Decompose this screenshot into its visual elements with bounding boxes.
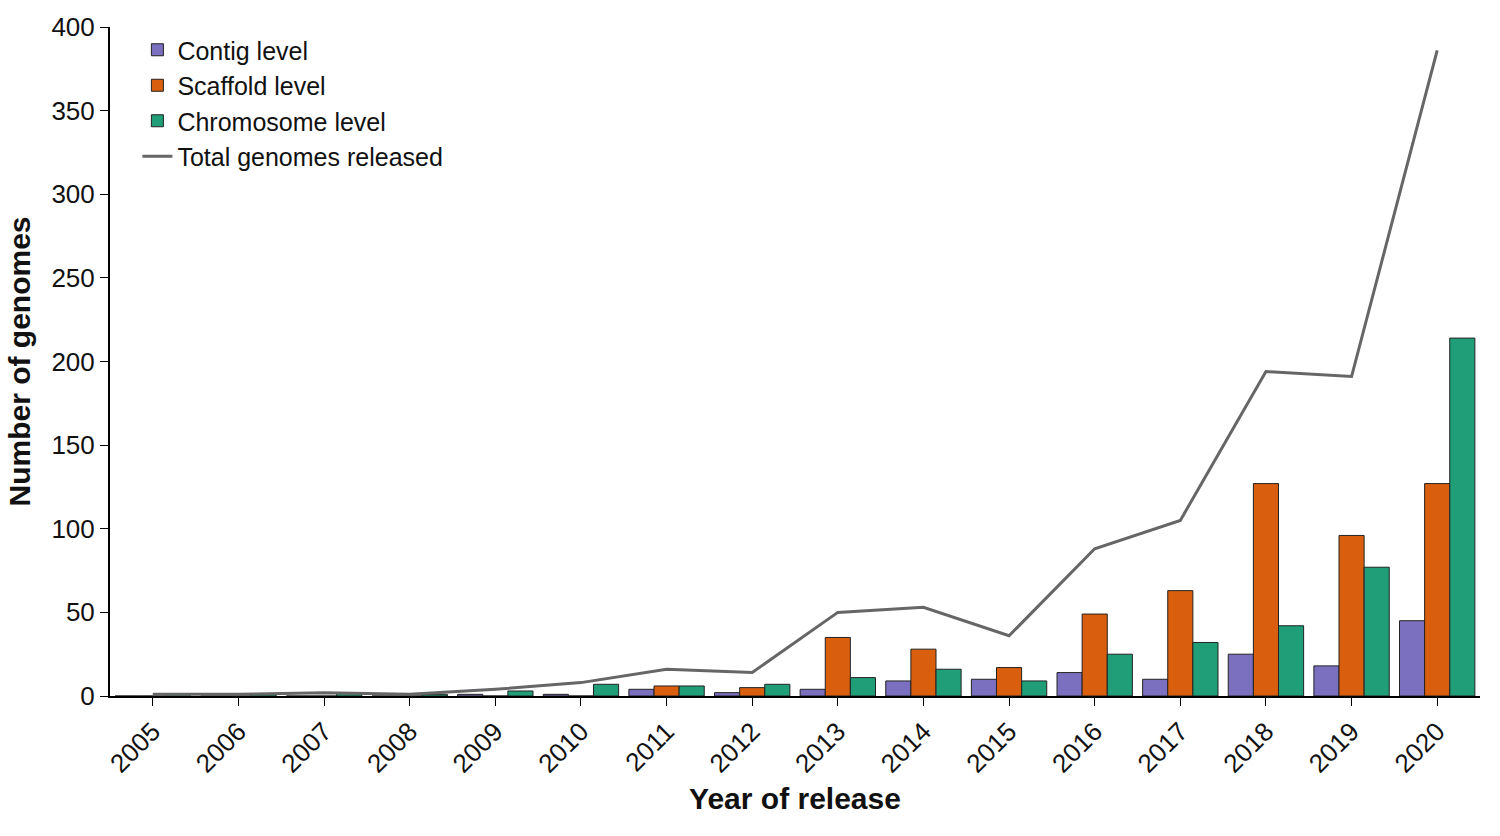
svg-text:Contig level: Contig level (177, 37, 308, 65)
svg-text:150: 150 (51, 430, 94, 460)
svg-text:2013: 2013 (789, 716, 851, 778)
svg-text:Chromosome level: Chromosome level (177, 108, 385, 136)
svg-text:250: 250 (51, 263, 94, 293)
svg-text:2014: 2014 (875, 716, 937, 778)
svg-text:Total genomes released: Total genomes released (177, 143, 442, 171)
svg-text:2016: 2016 (1046, 716, 1108, 778)
svg-text:50: 50 (66, 597, 95, 627)
svg-text:2017: 2017 (1132, 716, 1194, 778)
svg-text:400: 400 (51, 12, 94, 42)
svg-text:100: 100 (51, 514, 94, 544)
svg-text:0: 0 (80, 681, 94, 711)
svg-text:Year of release: Year of release (689, 782, 901, 815)
svg-text:2008: 2008 (361, 716, 423, 778)
svg-text:350: 350 (51, 96, 94, 126)
svg-text:200: 200 (51, 347, 94, 377)
svg-text:Scaffold level: Scaffold level (177, 72, 325, 100)
svg-text:2010: 2010 (532, 716, 594, 778)
svg-text:2020: 2020 (1389, 716, 1451, 778)
svg-text:2019: 2019 (1303, 716, 1365, 778)
svg-text:2006: 2006 (190, 716, 252, 778)
svg-text:2009: 2009 (447, 716, 509, 778)
svg-text:2007: 2007 (275, 716, 337, 778)
svg-text:2011: 2011 (619, 716, 680, 777)
svg-text:2018: 2018 (1217, 716, 1279, 778)
svg-text:2005: 2005 (104, 716, 166, 778)
svg-text:300: 300 (51, 179, 94, 209)
svg-text:2015: 2015 (960, 716, 1022, 778)
svg-text:2012: 2012 (704, 716, 766, 778)
svg-text:Number of genomes: Number of genomes (3, 216, 36, 506)
